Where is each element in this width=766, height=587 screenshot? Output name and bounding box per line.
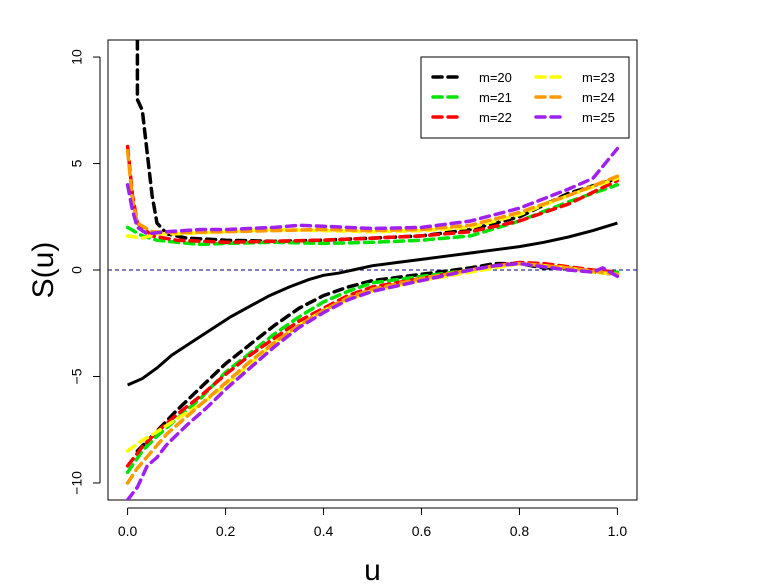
series-m25-lower-line <box>125 261 620 500</box>
y-tick-label: −5 <box>69 368 85 384</box>
series-m24-upper-line <box>125 148 620 235</box>
series-m22-lower-line <box>125 260 620 468</box>
y-tick-label: 5 <box>69 159 85 167</box>
series-m21-lower-line <box>125 261 620 475</box>
center-line <box>127 221 618 387</box>
x-axis-title: u <box>364 554 381 587</box>
legend-label: m=20 <box>479 70 512 85</box>
series-m21-upper-line <box>125 183 620 247</box>
x-tick-label: 0.0 <box>118 523 138 539</box>
x-tick-label: 0.6 <box>412 523 432 539</box>
series-m23-lower-line <box>125 261 620 453</box>
x-tick-label: 0.4 <box>314 523 334 539</box>
series-m25-upper-line <box>125 146 620 236</box>
x-tick-label: 0.8 <box>510 523 530 539</box>
y-axis-title: S(u) <box>27 242 60 299</box>
legend-label: m=21 <box>479 90 512 105</box>
y-tick-label: 0 <box>69 266 85 274</box>
y-tick-label: −10 <box>69 471 85 495</box>
legend: m=20 m=21 m=22 m=23 m=24 m=25 <box>420 56 630 139</box>
y-tick-label: 10 <box>69 49 85 65</box>
x-axis: 0.0 0.2 0.4 0.6 0.8 1.0 <box>118 507 628 539</box>
series-m20-upper-line <box>135 40 620 244</box>
x-tick-label: 0.2 <box>216 523 236 539</box>
y-axis: −10 −5 0 5 10 <box>69 49 101 495</box>
legend-label: m=24 <box>582 90 615 105</box>
x-tick-label: 1.0 <box>608 523 628 539</box>
legend-label: m=25 <box>582 110 615 125</box>
legend-label: m=22 <box>479 110 512 125</box>
legend-label: m=23 <box>582 70 615 85</box>
series-layer <box>125 40 620 500</box>
series-m24-lower-line <box>125 261 620 485</box>
